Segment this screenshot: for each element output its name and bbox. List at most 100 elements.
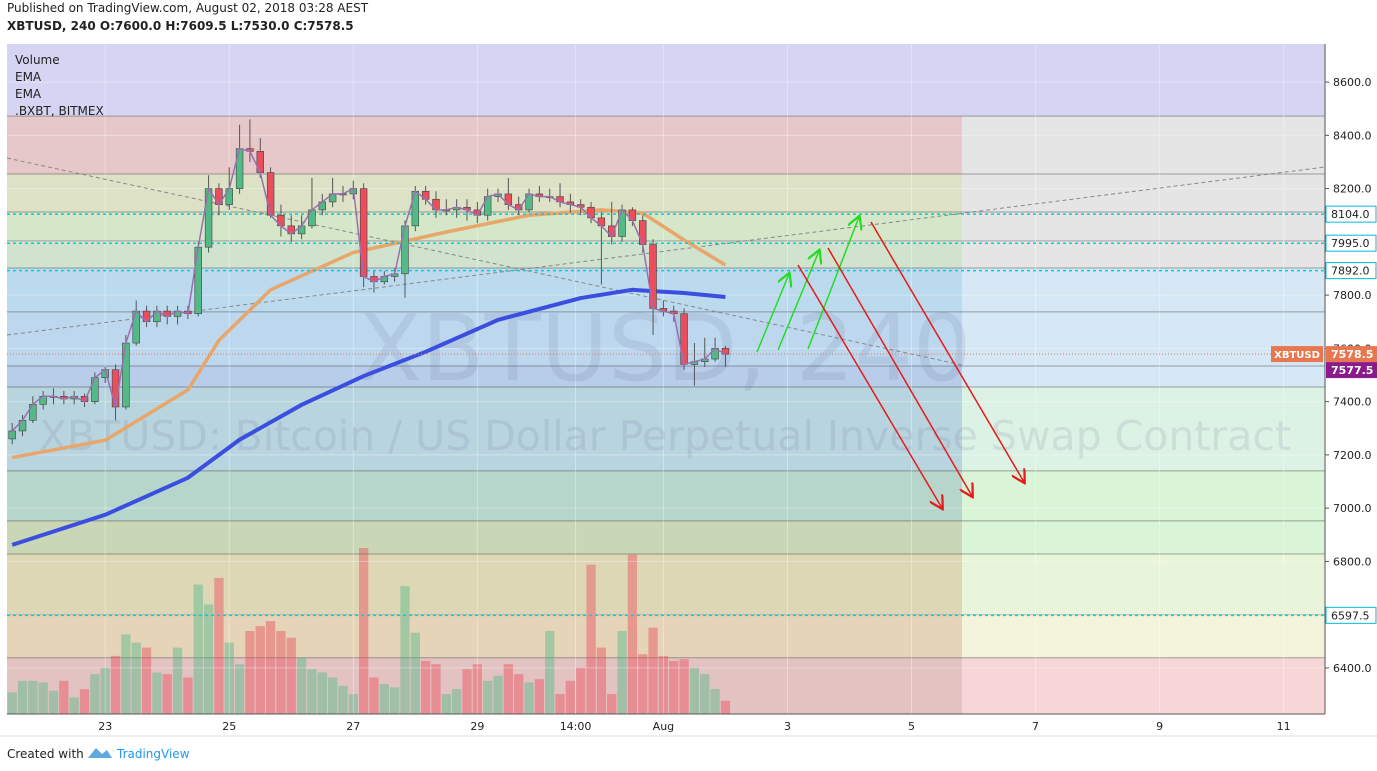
price-label-box	[1325, 606, 1377, 624]
ohlc: C:7578.5	[294, 19, 354, 33]
zone	[7, 311, 962, 366]
volume-bar	[17, 680, 28, 714]
trend-line	[6, 166, 1326, 336]
volume-bar	[503, 664, 514, 714]
volume-bar	[317, 672, 327, 714]
volume-bar	[493, 675, 503, 714]
axis-layer: 2325272914:00Aug3579116400.06600.06800.0…	[98, 76, 1377, 733]
volume-bar	[69, 697, 79, 714]
last-price-name: XBTUSD	[1274, 350, 1320, 361]
y-tick-label: 8400.0	[1333, 129, 1372, 142]
footer-text: Created with	[7, 747, 84, 761]
volume-bar	[689, 667, 700, 714]
volume-bar	[121, 634, 131, 714]
volume-bar	[410, 632, 420, 714]
zone	[962, 212, 1325, 242]
symbol: XBTUSD, 240	[7, 19, 96, 33]
zone	[7, 116, 962, 174]
legend-entry: Volume	[15, 53, 60, 67]
volume-bar	[627, 554, 638, 714]
volume-bar	[90, 674, 100, 714]
candle-body	[204, 188, 213, 248]
index-price-label: 7577.5	[1331, 364, 1373, 377]
x-tick-label: Aug	[653, 720, 674, 733]
volume-bar	[596, 647, 607, 714]
volume-layer	[7, 548, 731, 714]
arrow-up	[807, 217, 859, 350]
candle-body	[8, 430, 16, 440]
volume-bar	[38, 682, 48, 714]
volume-bar	[586, 564, 596, 714]
candle-body	[132, 310, 140, 344]
price-label-box	[1325, 262, 1377, 280]
zone	[962, 657, 1325, 714]
price-label-box	[1325, 234, 1377, 252]
zone	[7, 553, 962, 615]
volume-bar	[555, 694, 565, 714]
last-price-box	[1326, 346, 1377, 363]
y-tick-label: 6800.0	[1333, 555, 1372, 568]
price-label: 8104.0	[1331, 208, 1370, 221]
volume-bar	[348, 694, 358, 714]
volume-bar	[358, 548, 369, 714]
footer-brand[interactable]: TradingView	[116, 747, 190, 761]
volume-bar	[193, 584, 203, 714]
volume-bar	[162, 674, 172, 714]
volume-bar	[131, 642, 141, 714]
ema-line	[11, 208, 727, 460]
volume-bar	[141, 647, 152, 714]
volume-bar	[245, 631, 255, 714]
zone	[962, 241, 1325, 268]
volume-bar	[710, 689, 720, 714]
zone	[962, 553, 1325, 615]
volume-bar	[648, 627, 658, 714]
zone	[962, 614, 1325, 658]
volume-bar	[545, 631, 555, 714]
volume-bar	[286, 637, 296, 714]
ohlc: H:7609.5	[165, 19, 226, 33]
volume-bar	[79, 689, 90, 714]
volume-bar	[234, 664, 245, 714]
volume-bar	[679, 659, 689, 714]
volume-bar	[203, 604, 214, 714]
zone	[962, 520, 1325, 554]
zone	[962, 470, 1325, 521]
volume-bar	[152, 672, 162, 714]
last-price-label: 7578.5	[1331, 348, 1373, 361]
volume-bar	[462, 669, 472, 714]
candle-body	[680, 313, 688, 365]
volume-bar	[431, 664, 441, 714]
zone	[7, 365, 962, 387]
price-label-box	[1325, 205, 1377, 223]
candle-body	[256, 151, 264, 173]
volume-bar	[59, 680, 69, 714]
trend-line	[6, 157, 963, 366]
candle-body	[639, 220, 647, 245]
volume-bar	[638, 654, 648, 714]
zone	[7, 657, 962, 714]
arrow-down	[797, 264, 942, 508]
volume-bar	[276, 631, 286, 714]
arrow-down	[870, 221, 1024, 482]
volume-bar	[338, 685, 348, 714]
close-line	[11, 147, 726, 432]
y-tick-label: 7200.0	[1333, 449, 1372, 462]
volume-bar	[265, 621, 276, 714]
zone	[962, 44, 1325, 117]
watermark-description: XBTUSD: Bitcoin / US Dollar Perpetual In…	[39, 412, 1291, 460]
candle-body	[266, 172, 275, 216]
candle-body	[359, 188, 368, 277]
x-tick-label: 3	[784, 720, 791, 733]
x-tick-label: 7	[1032, 720, 1039, 733]
volume-bar	[327, 677, 338, 714]
price-label: 7995.0	[1331, 237, 1370, 250]
candle-body	[122, 342, 130, 408]
x-tick-label: 5	[908, 720, 915, 733]
candle-body	[194, 246, 202, 315]
volume-bar	[669, 660, 679, 714]
candle-body	[91, 377, 99, 402]
volume-bar	[214, 577, 224, 714]
ema-line	[11, 287, 726, 547]
